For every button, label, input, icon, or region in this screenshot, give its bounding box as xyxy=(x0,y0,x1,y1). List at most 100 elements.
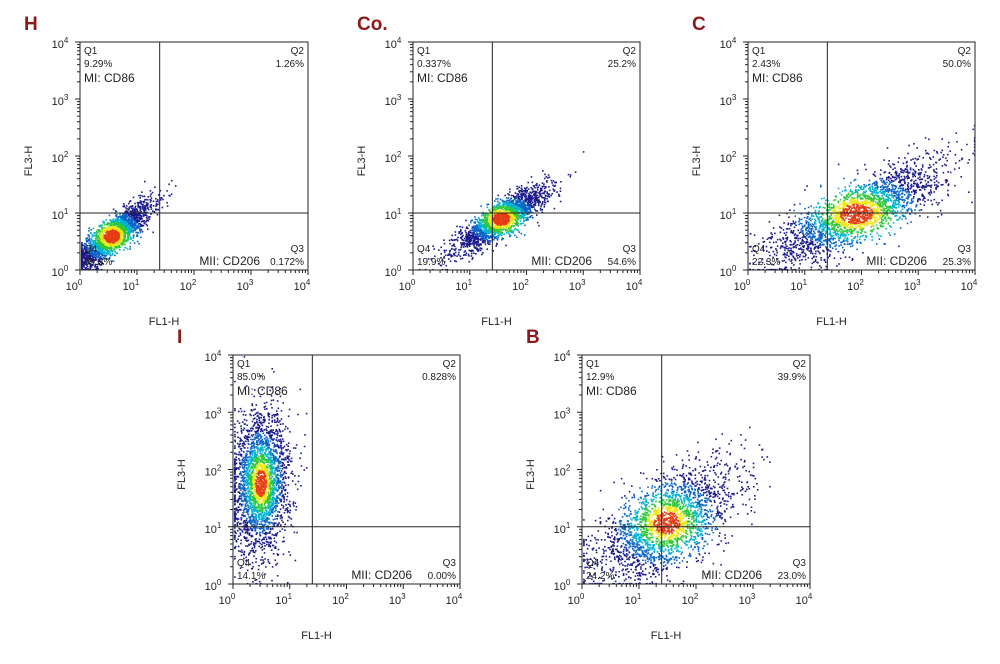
data-point xyxy=(961,158,963,161)
data-point xyxy=(503,201,506,203)
data-point xyxy=(137,223,140,225)
data-point xyxy=(111,254,114,256)
data-point xyxy=(461,243,464,246)
data-point xyxy=(528,197,531,200)
data-point xyxy=(90,253,93,256)
data-point xyxy=(475,228,478,231)
data-point xyxy=(522,207,524,209)
data-point xyxy=(475,236,477,238)
data-point xyxy=(458,249,460,251)
data-point xyxy=(84,254,87,256)
data-point xyxy=(143,207,145,210)
data-point xyxy=(516,195,518,197)
data-point xyxy=(918,173,920,176)
data-point xyxy=(783,254,786,256)
data-point xyxy=(471,219,473,222)
data-point xyxy=(91,263,94,266)
data-point xyxy=(793,264,795,266)
data-point xyxy=(122,217,125,220)
data-point xyxy=(486,203,488,206)
data-point xyxy=(935,184,938,186)
data-point xyxy=(104,253,106,255)
data-point xyxy=(534,198,537,200)
data-point xyxy=(478,223,480,226)
data-point xyxy=(521,203,524,206)
data-point xyxy=(91,234,94,237)
data-point xyxy=(445,249,447,252)
data-point xyxy=(443,249,445,252)
data-point xyxy=(768,221,771,223)
data-point xyxy=(521,204,524,207)
data-point xyxy=(83,264,85,266)
data-point xyxy=(481,230,483,233)
data-point xyxy=(117,218,119,221)
data-point xyxy=(84,245,86,247)
data-point xyxy=(541,201,544,204)
data-point xyxy=(141,230,144,233)
data-point xyxy=(125,225,128,227)
data-point xyxy=(123,215,126,217)
data-point xyxy=(902,162,905,165)
data-point xyxy=(574,171,577,173)
data-point xyxy=(527,196,530,198)
data-point xyxy=(542,170,544,172)
data-point xyxy=(523,187,526,189)
data-point xyxy=(462,234,464,237)
quadrant-q2-name: Q2 xyxy=(291,46,305,57)
data-point xyxy=(522,192,525,195)
data-point xyxy=(157,208,159,211)
tick-base: 10 xyxy=(180,281,192,293)
data-point xyxy=(482,236,485,238)
data-point xyxy=(145,221,147,223)
tick-exponent: 1 xyxy=(135,278,140,287)
data-point xyxy=(113,235,115,238)
data-point xyxy=(476,244,478,247)
data-point xyxy=(123,222,126,225)
data-point xyxy=(473,240,475,242)
data-point xyxy=(113,245,115,247)
data-point xyxy=(968,191,970,193)
data-point xyxy=(530,176,533,178)
data-point xyxy=(132,231,134,233)
quadrant-q1-name: Q1 xyxy=(84,46,98,57)
data-point xyxy=(134,208,136,210)
data-point xyxy=(131,209,134,211)
data-point xyxy=(451,255,454,257)
data-point xyxy=(106,222,109,224)
data-point xyxy=(114,220,117,223)
data-point xyxy=(115,223,118,226)
data-point xyxy=(105,252,107,254)
data-point xyxy=(526,210,529,212)
data-point xyxy=(121,242,123,244)
data-point xyxy=(536,197,539,200)
data-point xyxy=(455,247,457,250)
data-point xyxy=(100,244,102,247)
tick-exponent: 4 xyxy=(638,278,643,287)
data-point xyxy=(488,215,491,218)
data-point xyxy=(128,231,130,233)
tick-base: 10 xyxy=(626,281,638,293)
data-point xyxy=(929,157,931,159)
data-point xyxy=(142,224,145,227)
data-point xyxy=(916,158,918,161)
data-point xyxy=(168,194,170,197)
data-point xyxy=(473,221,475,224)
scatter-points xyxy=(749,124,976,271)
data-point xyxy=(98,262,100,265)
data-point xyxy=(534,202,536,205)
data-point xyxy=(542,197,545,199)
data-point xyxy=(492,250,494,252)
data-point xyxy=(141,220,144,222)
data-point xyxy=(123,230,125,233)
data-point xyxy=(119,249,121,251)
data-point xyxy=(478,248,480,251)
data-point xyxy=(516,206,519,208)
data-point xyxy=(83,266,85,268)
data-point xyxy=(512,200,514,203)
data-point xyxy=(515,205,518,207)
data-point xyxy=(477,235,479,238)
tick-exponent: 3 xyxy=(581,278,586,287)
data-point xyxy=(535,195,537,197)
data-point xyxy=(531,206,533,209)
data-point xyxy=(525,204,528,207)
